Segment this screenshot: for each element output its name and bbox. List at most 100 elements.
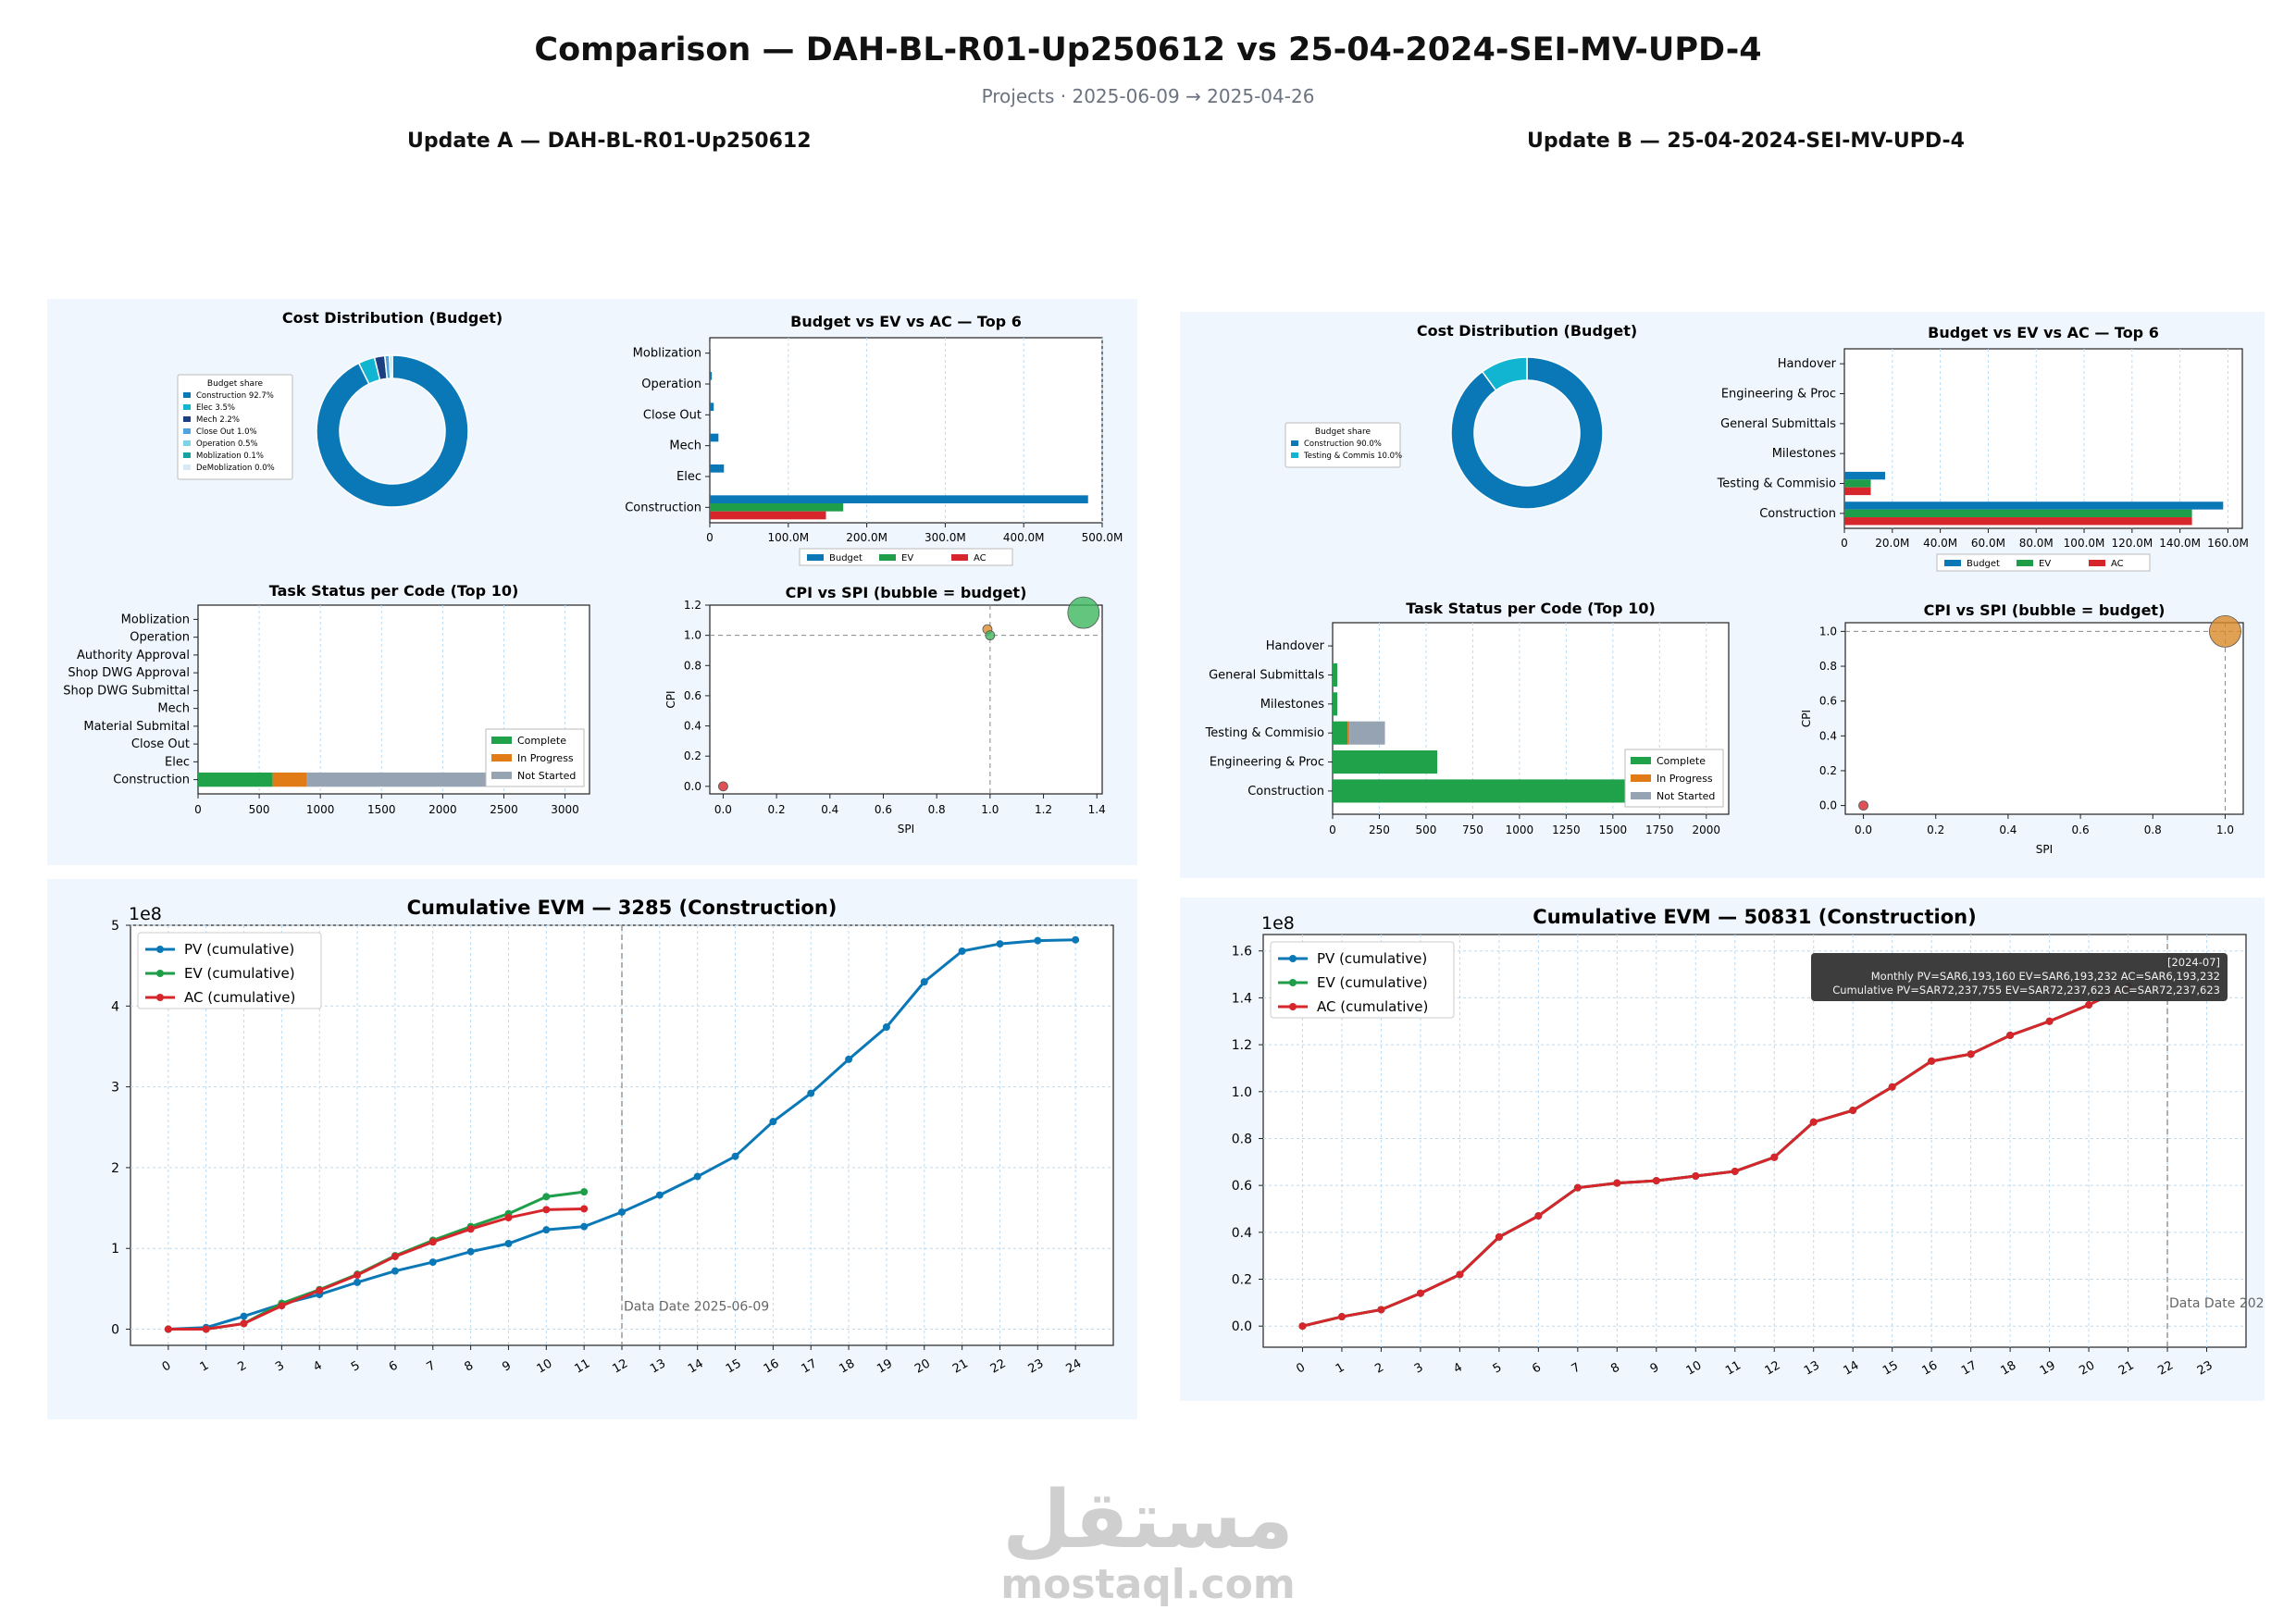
task-category-label: Testing & Commisio [1205,726,1324,740]
evm-point-pv [693,1172,701,1181]
evm-point-pv [1034,936,1042,945]
task-category-label: Mech [157,702,190,716]
budget-legend-swatch [879,554,896,561]
budget-x-tick-label: 0 [706,531,714,544]
budget-category-label: Operation [641,378,701,391]
evm-x-tick-label: 23 [2195,1358,2215,1378]
evm-x-tick-label: 17 [1959,1358,1980,1378]
evm-legend-marker [1289,979,1297,986]
budget-x-tick-label: 60.0M [1971,537,2005,550]
budget-bar-ac [1844,517,2192,526]
evm-point-ac [2085,1001,2093,1009]
evm-point-ac [1731,1167,1739,1175]
evm-point-ac [1849,1107,1857,1115]
evm-x-tick-label: 11 [572,1356,592,1376]
donut-legend-label: Operation 0.5% [196,440,258,449]
evm-legend-marker [156,946,164,953]
budget-legend-box [1936,553,2151,572]
budget-bar-ac [710,511,826,520]
evm-x-tick-label: 16 [1919,1358,1940,1378]
update-a-evm-panel: Cumulative EVM — 3285 (Construction) 0 1 2 3… [47,879,1137,1419]
budget-legend-box [799,548,1013,566]
task-bar-complete [1333,692,1338,716]
evm-point-ac [504,1214,513,1222]
evm-legend-marker [156,970,164,977]
cpi-x-tick-label: 0.0 [714,803,732,816]
donut-legend-swatch [183,404,191,410]
budget-bar-budget [710,464,725,473]
evm-chart-title: Cumulative EVM — 3285 (Construction) [407,897,838,919]
donut-legend-label: Construction 90.0% [1304,440,1382,449]
cpi-bubble [1067,596,1100,629]
evm-point-pv [769,1118,777,1126]
task-bar-complete [1333,779,1628,803]
task-x-tick-label: 500 [1415,823,1436,836]
evm-y-tick-label: 0 [111,1323,119,1338]
task-category-label: Elec [165,755,190,769]
task-x-tick-label: 1500 [367,803,396,816]
budget-x-tick-label: 300.0M [925,531,966,544]
cpi-chart-title: CPI vs SPI (bubble = budget) [786,584,1027,601]
task-category-label: Authority Approval [77,649,190,662]
budget-x-tick-label: 0 [1841,537,1848,550]
budget-category-label: Construction [1759,507,1836,521]
evm-point-ac [1337,1313,1346,1321]
task-bar-in-progress [272,772,307,787]
evm-point-ac [1298,1322,1307,1331]
evm-point-pv [240,1312,248,1320]
evm-point-ac [1928,1057,1936,1065]
update-b-label: Update B — 25-04-2024-SEI-MV-UPD-4 [1527,130,1965,153]
evm-point-pv [655,1191,664,1199]
donut-legend-swatch [183,428,191,434]
evm-point-ac [202,1325,210,1333]
page-title: Comparison — DAH-BL-R01-Up250612 vs 25-0… [534,31,1762,68]
cpi-x-tick-label: 0.4 [821,803,838,816]
task-bar-not-started [306,772,515,787]
budget-x-tick-label: 500.0M [1082,531,1123,544]
update-b-evm-panel: Cumulative EVM — 50831 (Construction) 0 1 2… [1180,898,2296,1401]
evm-x-tick-label: 15 [724,1356,744,1376]
task-legend-label: Not Started [1657,790,1715,802]
evm-x-tick-label: 14 [686,1356,706,1376]
cpi-x-tick-label: 1.0 [981,803,999,816]
evm-x-tick-label: 13 [1802,1358,1822,1378]
donut-legend-swatch [1291,440,1298,446]
evm-point-ac [1495,1232,1503,1241]
donut-title: Cost Distribution (Budget) [282,309,503,327]
cpi-y-tick-label: 1.0 [684,629,701,642]
task-bar-complete [1333,750,1438,774]
cpi-y-tick-label: 0.6 [684,689,701,702]
cpi-y-tick-label: 0.4 [1819,729,1837,742]
budget-legend-label: Budget [829,553,863,563]
task-x-tick-label: 0 [194,803,202,816]
donut-slice-moblization [391,354,393,379]
budget-chart-title: Budget vs EV vs AC — Top 6 [1928,324,2159,341]
donut-legend-title: Budget share [207,379,264,389]
evm-point-ac [391,1252,399,1260]
evm-line-ac [1302,984,2129,1328]
page-subtitle: Projects · 2025-06-09 → 2025-04-26 [981,85,1315,107]
budget-category-label: Engineering & Proc [1721,388,1836,402]
evm-x-tick-label: 20 [2077,1358,2097,1378]
budget-bar-budget [710,372,713,380]
task-legend-label: Complete [1657,755,1706,767]
evm-y-tick-label: 0.8 [1232,1132,1252,1146]
evm-point-ev [580,1188,589,1196]
donut-slice-construction [316,354,469,508]
donut-legend-label: Moblization 0.1% [196,452,264,461]
task-legend-label: Complete [517,735,566,747]
budget-legend-label: EV [2039,559,2051,569]
budget-legend-swatch [2017,560,2033,566]
tooltip-line: Cumulative PV=SAR72,237,755 EV=SAR72,237… [1832,984,2220,997]
tooltip-line: Monthly PV=SAR6,193,160 EV=SAR6,193,232 … [1871,970,2220,983]
budget-bar-budget [710,433,719,442]
task-x-tick-label: 1000 [306,803,335,816]
budget-category-label: Milestones [1772,447,1836,461]
cpi-bubble [1858,800,1868,811]
evm-point-ac [542,1206,551,1214]
budget-bar-budget [710,402,714,411]
mostaql-watermark: مستقل mostaql.com [0,1479,2296,1608]
task-legend-swatch [491,772,512,779]
update-a-label: Update A — DAH-BL-R01-Up250612 [407,130,812,153]
evm-x-tick-label: 22 [988,1356,1009,1376]
